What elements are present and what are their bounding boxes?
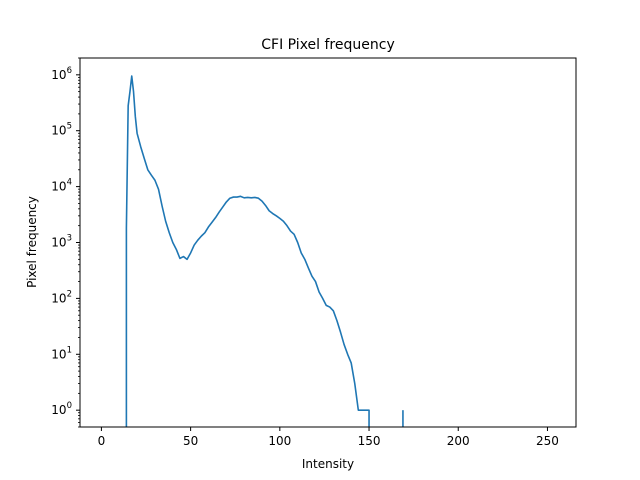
x-tick-label: 200 — [447, 434, 470, 448]
x-tick-label: 150 — [358, 434, 381, 448]
x-tick-label: 0 — [98, 434, 106, 448]
y-axis-label: Pixel frequency — [25, 196, 39, 288]
y-axis-ticks: 100 101 102 103 104 105 106 — [51, 57, 80, 428]
x-axis-ticks: 0 50 100 150 200 250 — [98, 427, 559, 448]
series-line-segment-0 — [125, 75, 370, 427]
y-tick-label: 105 — [51, 122, 72, 138]
y-tick-label: 106 — [51, 66, 72, 82]
y-tick-label: 104 — [51, 178, 72, 194]
x-tick-label: 50 — [183, 434, 198, 448]
y-tick-label: 102 — [51, 289, 72, 305]
plot-lines — [125, 75, 404, 427]
chart-title: CFI Pixel frequency — [261, 37, 394, 53]
y-tick-label: 100 — [51, 401, 72, 417]
plot-frame — [79, 57, 577, 428]
y-tick-label: 101 — [51, 345, 72, 361]
x-axis-label: Intensity — [302, 457, 354, 471]
x-tick-label: 250 — [536, 434, 559, 448]
y-tick-label: 103 — [51, 234, 72, 250]
x-tick-label: 100 — [268, 434, 291, 448]
